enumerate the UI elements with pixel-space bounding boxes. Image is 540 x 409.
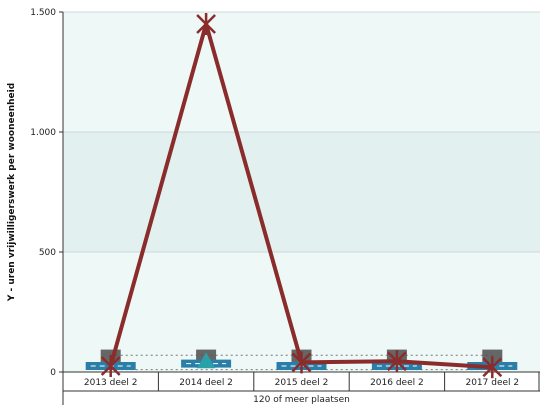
- plot-band-1: [63, 132, 540, 252]
- data-point-0: [100, 355, 121, 377]
- x-tick-label-0: 2013 deel 2: [84, 378, 138, 388]
- x-group-label: 120 of meer plaatsen: [253, 395, 350, 405]
- y-axis-label: Y - uren vrijwilligerswerk per wooneenhe…: [7, 83, 17, 302]
- y-tick-label-2: 1.000: [30, 128, 56, 138]
- plot-band-2: [63, 12, 540, 132]
- y-tick-label-1: 500: [39, 248, 56, 258]
- triangle-marker-1: [197, 352, 216, 369]
- x-tick-label-3: 2016 deel 2: [370, 378, 424, 388]
- data-point-4: [482, 356, 503, 379]
- x-tick-label-4: 2017 deel 2: [465, 378, 519, 388]
- x-tick-label-1: 2014 deel 2: [179, 378, 233, 388]
- y-tick-label-0: 0: [50, 368, 56, 378]
- data-point-1: [196, 13, 216, 35]
- y-tick-label-3: 1.500: [30, 8, 56, 18]
- data-point-3: [387, 350, 407, 373]
- data-point-2: [291, 351, 312, 374]
- x-tick-label-2: 2015 deel 2: [275, 378, 329, 388]
